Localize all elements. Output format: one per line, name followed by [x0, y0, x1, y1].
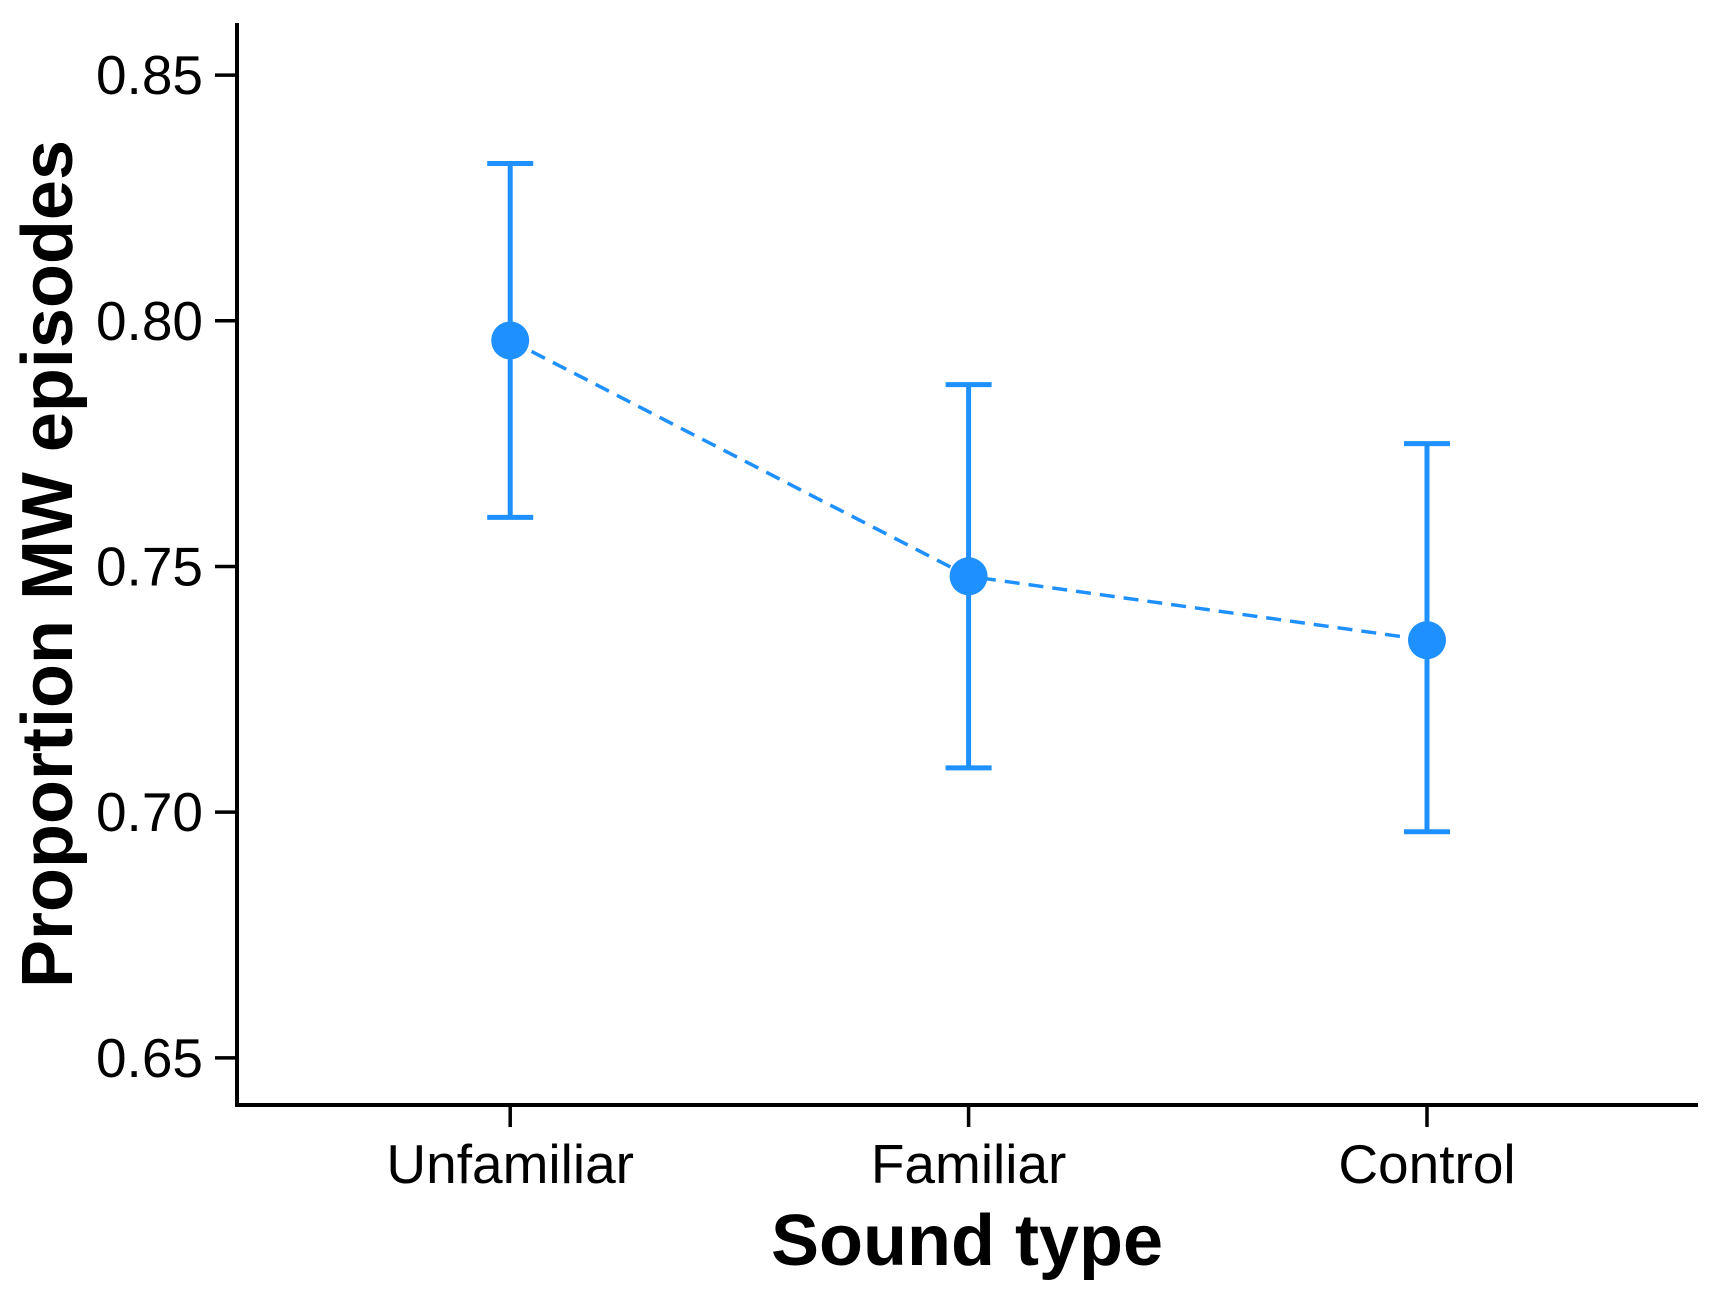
data-point-control: [1407, 621, 1446, 660]
x-tick-label-unfamiliar: Unfamiliar: [386, 1133, 634, 1195]
data-point-familiar: [949, 557, 988, 596]
y-tick-label: 0.70: [96, 781, 203, 843]
x-tick-label-control: Control: [1338, 1133, 1515, 1195]
y-tick-label: 0.80: [96, 290, 203, 352]
y-tick-label: 0.65: [96, 1027, 203, 1089]
y-axis-title: Proportion MW episodes: [8, 140, 88, 988]
y-tick-label: 0.85: [96, 44, 203, 106]
x-axis-title: Sound type: [771, 1201, 1163, 1281]
series-layer: [487, 161, 1450, 835]
data-point-unfamiliar: [491, 321, 530, 360]
ticks-layer: 0.65 0.70 0.75 0.80 0.85 Unfamiliar Familiar Co…: [96, 44, 1516, 1195]
x-tick-label-familiar: Familiar: [871, 1133, 1067, 1195]
y-tick-label: 0.75: [96, 535, 203, 597]
